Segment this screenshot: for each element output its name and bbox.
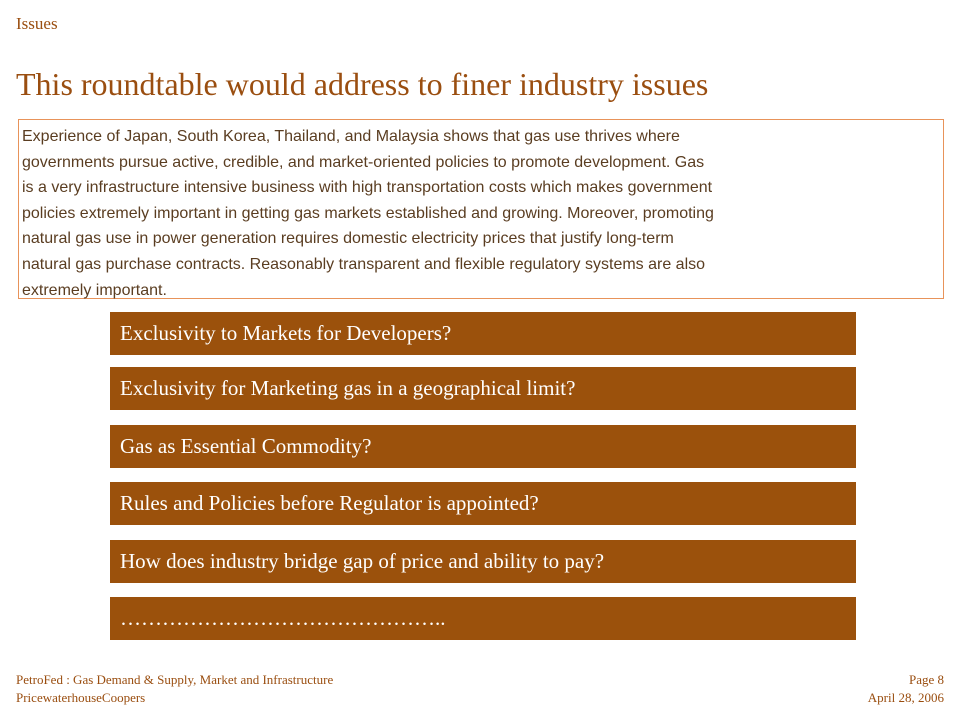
section-label: Issues xyxy=(16,14,58,33)
intro-line: is a very infrastructure intensive busin… xyxy=(22,179,713,197)
page-number: Page 8 xyxy=(908,672,944,687)
footer-company: PricewaterhouseCoopers xyxy=(16,690,146,705)
intro-text-box: Experience of Japan, South Korea, Thaila… xyxy=(18,119,944,299)
intro-line: extremely important. xyxy=(22,281,167,299)
issue-bar-price-gap: How does industry bridge gap of price an… xyxy=(110,540,856,583)
footer-left: PetroFed : Gas Demand & Supply, Market a… xyxy=(16,671,333,707)
issue-bar-essential-commodity: Gas as Essential Commodity? xyxy=(110,425,856,468)
issue-bar-ellipsis: ……………………………………….. xyxy=(110,597,856,640)
issue-bar-rules-policies: Rules and Policies before Regulator is a… xyxy=(110,482,856,525)
issue-bar-exclusivity-developers: Exclusivity to Markets for Developers? xyxy=(110,312,856,355)
footer-right: Page 8 April 28, 2006 xyxy=(868,671,944,707)
intro-line: natural gas use in power generation requ… xyxy=(22,230,674,248)
footer-date: April 28, 2006 xyxy=(867,690,944,705)
intro-line: policies extremely important in getting … xyxy=(22,204,714,222)
footer-event: PetroFed : Gas Demand & Supply, Market a… xyxy=(16,672,334,687)
intro-line: Experience of Japan, South Korea, Thaila… xyxy=(22,128,680,145)
intro-line: governments pursue active, credible, and… xyxy=(22,153,705,171)
intro-line: natural gas purchase contracts. Reasonab… xyxy=(22,255,706,273)
slide-title: This roundtable would address to finer i… xyxy=(16,66,709,102)
issue-bar-exclusivity-marketing: Exclusivity for Marketing gas in a geogr… xyxy=(110,367,856,410)
